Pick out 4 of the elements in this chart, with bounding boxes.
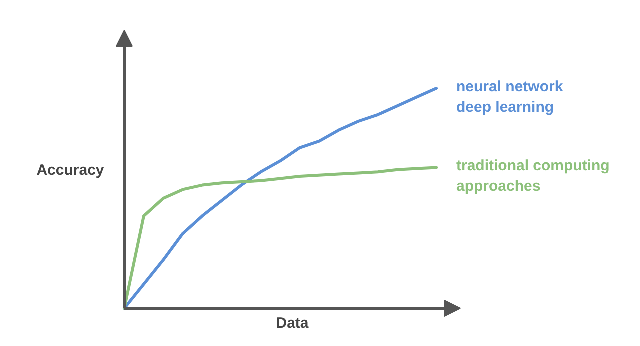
- series-label: neural network deep learning: [456, 78, 564, 116]
- series-label: traditional computing approaches: [456, 158, 610, 196]
- y-axis-title: Accuracy: [36, 162, 105, 179]
- x-axis-title: Data: [276, 315, 310, 332]
